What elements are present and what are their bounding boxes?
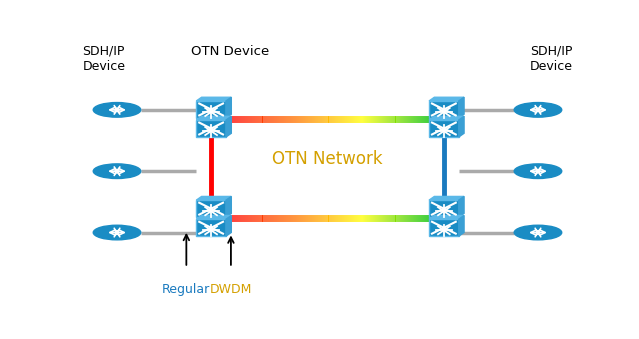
Polygon shape [226,116,231,137]
Bar [196,101,226,118]
Text: SDH/IP
Device: SDH/IP Device [530,45,573,73]
Ellipse shape [93,102,141,117]
Polygon shape [226,216,231,236]
Text: SDH/IP
Device: SDH/IP Device [82,45,125,73]
Bar [196,120,226,137]
Polygon shape [429,97,464,101]
Bar [429,120,459,137]
Polygon shape [226,196,231,217]
Bar [429,219,459,236]
Bar [429,101,459,118]
Ellipse shape [514,225,562,240]
Polygon shape [459,216,464,236]
Bar [429,200,459,217]
Polygon shape [459,97,464,118]
Polygon shape [196,97,231,101]
Ellipse shape [514,164,562,179]
Polygon shape [459,116,464,137]
Ellipse shape [93,164,141,179]
Polygon shape [226,97,231,118]
Bar [196,219,226,236]
Polygon shape [196,216,231,219]
Polygon shape [429,216,464,219]
Ellipse shape [93,225,141,240]
Polygon shape [429,196,464,200]
Polygon shape [196,196,231,200]
Text: OTN Network: OTN Network [272,151,383,168]
Polygon shape [429,116,464,120]
Bar [196,200,226,217]
Text: DWDM: DWDM [210,283,252,296]
Ellipse shape [514,102,562,117]
Polygon shape [196,116,231,120]
Text: Regular: Regular [162,283,210,296]
Polygon shape [459,196,464,217]
Text: OTN Device: OTN Device [191,45,270,58]
